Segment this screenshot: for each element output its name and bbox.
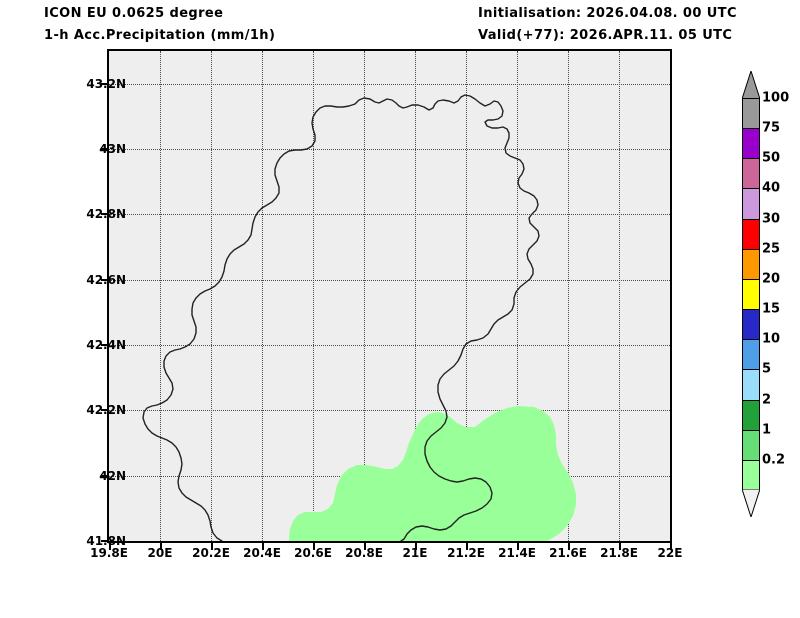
colorbar-band xyxy=(742,278,760,310)
colorbar-tick-label: 20 xyxy=(762,271,781,287)
colorbar-band xyxy=(742,309,760,340)
field-title: 1-h Acc.Precipitation (mm/1h) xyxy=(44,28,276,43)
y-axis-tick-mark xyxy=(101,82,108,85)
x-axis-tick-mark xyxy=(466,543,468,550)
gridline-vertical xyxy=(211,51,212,541)
y-axis-tick-label: 43.2N xyxy=(86,76,126,91)
x-axis-tick-mark xyxy=(313,543,315,550)
colorbar-band xyxy=(742,158,760,189)
gridline-vertical xyxy=(313,51,314,541)
x-axis-tick-mark xyxy=(670,543,672,550)
gridline-vertical xyxy=(517,51,518,541)
x-axis-tick-label: 21.4E xyxy=(498,546,536,560)
colorbar-tick-label: 50 xyxy=(762,150,781,166)
colorbar-tick-label: 40 xyxy=(762,180,781,196)
colorbar-tick-label: 25 xyxy=(762,241,781,257)
colorbar-band xyxy=(742,188,760,219)
colorbar-tick-label: 2 xyxy=(762,392,772,408)
valid-time: Valid(+77): 2026.APR.11. 05 UTC xyxy=(478,28,733,43)
colorbar-band xyxy=(742,128,760,159)
country-border-kosovo xyxy=(109,51,670,541)
gridline-horizontal xyxy=(109,214,670,216)
y-axis-tick-label: 42.2N xyxy=(86,403,126,418)
colorbar-tick-label: 1 xyxy=(762,422,772,438)
gridline-vertical xyxy=(466,51,467,541)
y-axis-tick-label: 43N xyxy=(99,142,126,156)
colorbar-tick-label: 5 xyxy=(762,361,772,377)
initialisation-time: Initialisation: 2026.04.08. 00 UTC xyxy=(478,6,737,21)
precipitation-field xyxy=(109,51,670,541)
colorbar-band xyxy=(742,98,760,129)
x-axis-tick-mark xyxy=(211,543,213,550)
gridline-horizontal xyxy=(109,345,670,346)
x-axis-tick-mark xyxy=(262,543,264,550)
y-axis-tick-mark xyxy=(101,213,108,216)
x-axis-tick-mark xyxy=(160,543,162,550)
model-title: ICON EU 0.0625 degree xyxy=(44,6,224,21)
gridline-horizontal xyxy=(109,279,670,281)
y-axis-tick-mark xyxy=(101,278,108,281)
colorbar-tick-label: 100 xyxy=(762,90,790,106)
gridline-vertical xyxy=(160,51,161,541)
x-axis-tick-label: 20.6E xyxy=(294,546,332,560)
x-axis-tick-label: 20E xyxy=(147,546,173,560)
colorbar-tick-label: 10 xyxy=(762,331,781,347)
gridline-vertical xyxy=(568,51,569,541)
y-axis-tick-mark xyxy=(101,344,108,346)
x-axis-tick-mark xyxy=(109,543,111,550)
gridline-vertical xyxy=(262,51,263,541)
colorbar-band xyxy=(742,459,760,490)
colorbar-tick-label: 0.2 xyxy=(762,452,786,468)
colorbar-band xyxy=(742,248,760,279)
x-axis-tick-label: 20.4E xyxy=(243,546,281,560)
x-axis-tick-label: 20.8E xyxy=(345,546,383,560)
y-axis-tick-label: 42N xyxy=(99,468,126,483)
colorbar-tick-label: 30 xyxy=(762,211,781,227)
precipitation-shape-0p2-1mm xyxy=(289,406,576,541)
colorbar-band xyxy=(742,218,760,249)
map-plot-area xyxy=(107,49,672,543)
y-axis-tick-mark xyxy=(101,540,108,542)
gridline-vertical xyxy=(415,51,416,541)
gridline-horizontal xyxy=(109,83,670,85)
y-axis-tick-label: 42.8N xyxy=(86,207,126,222)
gridline-vertical xyxy=(619,51,620,541)
gridline-horizontal xyxy=(109,149,670,150)
gridline-horizontal xyxy=(109,410,670,412)
colorbar-under-arrow xyxy=(741,488,761,519)
y-axis-tick-mark xyxy=(101,148,108,150)
x-axis-tick-mark xyxy=(568,543,570,550)
y-axis-tick-mark xyxy=(101,409,108,412)
x-axis-tick-label: 19.8E xyxy=(90,546,128,560)
x-axis-tick-mark xyxy=(415,543,417,550)
colorbar-over-arrow xyxy=(741,69,761,100)
x-axis-tick-mark xyxy=(517,543,519,550)
x-axis-tick-label: 21.2E xyxy=(447,546,485,560)
colorbar-band xyxy=(742,339,760,370)
colorbar-band xyxy=(742,429,760,460)
x-axis-tick-label: 22E xyxy=(657,546,683,560)
colorbar-tick-label: 15 xyxy=(762,301,781,317)
gridline-vertical xyxy=(364,51,365,541)
x-axis-tick-label: 21E xyxy=(402,546,428,560)
y-axis-tick-label: 42.4N xyxy=(86,338,126,352)
x-axis-tick-label: 21.8E xyxy=(600,546,638,560)
kosovo-boundary-path xyxy=(142,94,540,541)
colorbar-band xyxy=(742,399,760,430)
x-axis-tick-label: 20.2E xyxy=(192,546,230,560)
x-axis-tick-mark xyxy=(364,543,366,550)
colorbar[interactable] xyxy=(742,98,760,490)
colorbar-band xyxy=(742,369,760,400)
x-axis-tick-mark xyxy=(619,543,621,550)
y-axis-tick-mark xyxy=(101,474,108,477)
colorbar-tick-label: 75 xyxy=(762,120,781,136)
x-axis-tick-label: 21.6E xyxy=(549,546,587,560)
y-axis-tick-label: 42.6N xyxy=(86,272,126,287)
